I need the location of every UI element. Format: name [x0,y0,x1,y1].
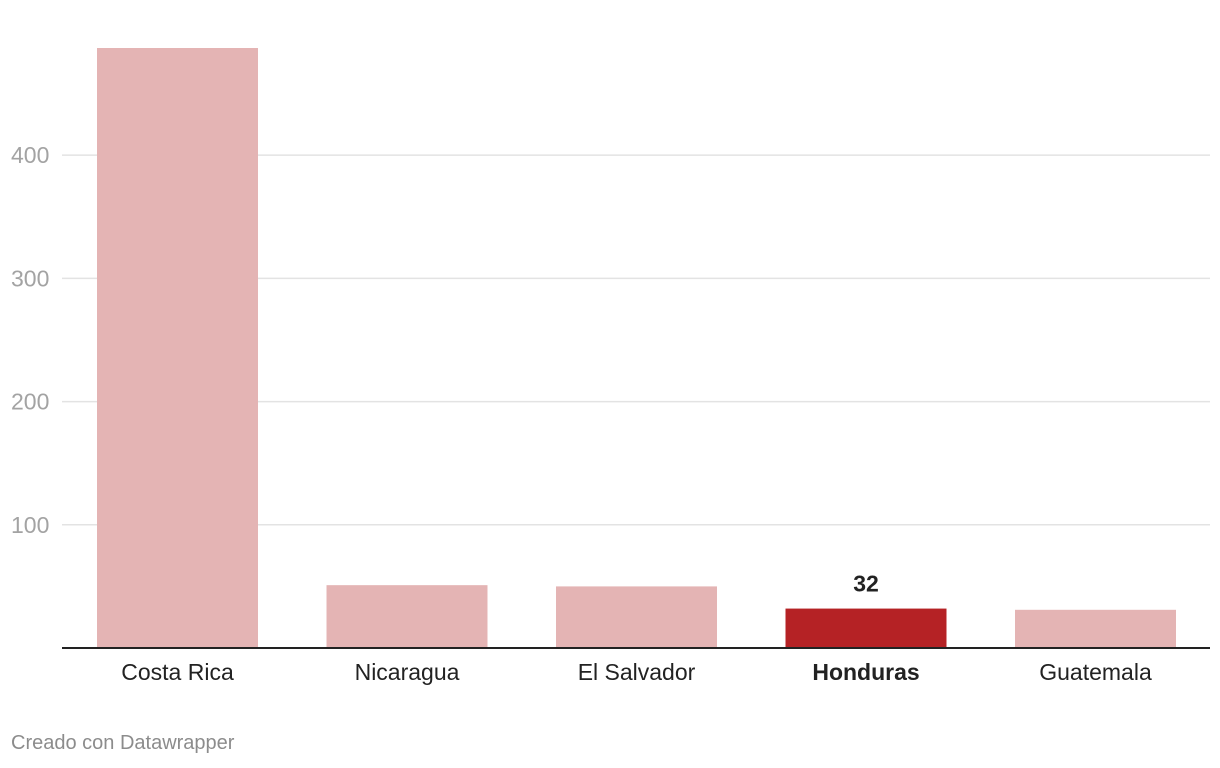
bar-costa-rica [97,48,258,648]
y-tick-label-200: 200 [11,389,49,415]
y-tick-label-100: 100 [11,512,49,538]
x-tick-label-guatemala: Guatemala [1039,659,1152,685]
y-tick-label-300: 300 [11,265,49,291]
x-tick-label-el-salvador: El Salvador [578,659,696,685]
bar-honduras [785,608,947,648]
x-tick-label-costa-rica: Costa Rica [121,659,234,685]
bar-guatemala [1015,609,1176,648]
labels: 100 200 300 400 Costa Rica Nicaragua El Salvad… [11,142,1152,685]
bar-el-salvador [556,586,717,648]
credit-text: Creado con Datawrapper [11,732,235,754]
bar-nicaragua [326,585,488,648]
y-tick-label-400: 400 [11,142,49,168]
x-tick-label-nicaragua: Nicaragua [355,659,460,685]
bars [97,48,1176,648]
data-label-honduras: 32 [853,571,879,597]
x-tick-label-honduras: Honduras [812,659,919,685]
